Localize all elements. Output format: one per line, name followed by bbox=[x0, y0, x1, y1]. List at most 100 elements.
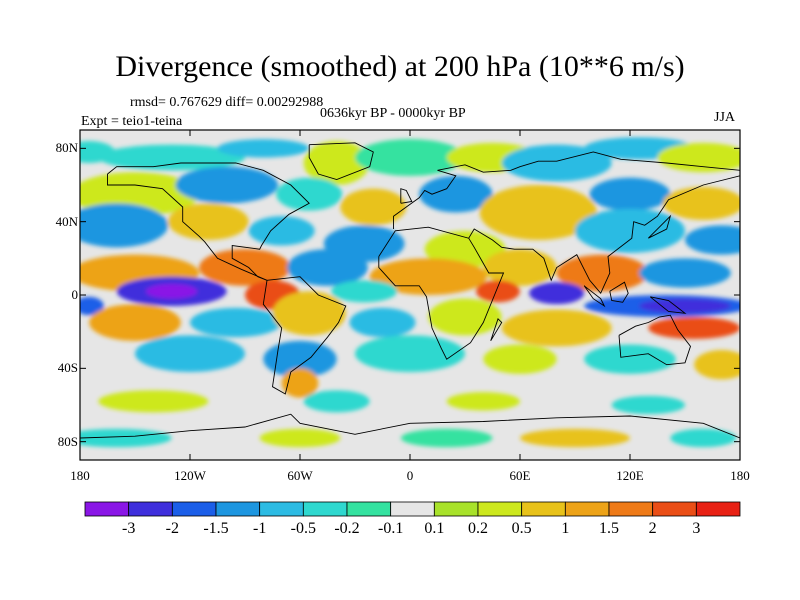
field-contour-13 bbox=[419, 175, 493, 213]
field-contour-10 bbox=[175, 166, 278, 204]
coastline-greenland bbox=[308, 142, 374, 180]
colorbar-level-label: 0.2 bbox=[468, 520, 488, 537]
x-tick-label: 60W bbox=[287, 468, 313, 483]
coastline-south-america bbox=[262, 276, 347, 395]
field-contour-29 bbox=[556, 254, 649, 292]
coastline-africa bbox=[378, 226, 505, 360]
x-tick-label: 120E bbox=[616, 468, 644, 483]
field-contour-58 bbox=[80, 428, 172, 448]
colorbar-level-label: -0.5 bbox=[290, 520, 316, 537]
field-contour-25 bbox=[199, 249, 291, 286]
field-contour-11 bbox=[276, 177, 343, 211]
colorbar-swatch bbox=[84, 501, 130, 517]
colorbar-swatch bbox=[171, 501, 217, 517]
colorbar-swatch bbox=[695, 501, 741, 517]
field-contour-38 bbox=[639, 298, 731, 314]
colorbar-level-label: -0.2 bbox=[334, 520, 360, 537]
coastline-antarctica bbox=[80, 413, 740, 439]
field-contour-47 bbox=[135, 335, 245, 372]
period-label: 0636kyr BP - 0000kyr BP bbox=[320, 106, 466, 121]
coastline-borneo bbox=[609, 281, 629, 303]
field-contour-62 bbox=[670, 428, 737, 448]
field-contour-34 bbox=[331, 280, 398, 303]
coastline-japan bbox=[647, 214, 672, 239]
field-contour-36 bbox=[529, 282, 585, 305]
colorbar-level-label: 2 bbox=[648, 520, 657, 537]
field-contour-59 bbox=[259, 428, 341, 448]
y-tick-label: 80S bbox=[57, 433, 78, 449]
field-contour-8 bbox=[657, 142, 740, 173]
field-contour-4 bbox=[355, 139, 465, 176]
field-contour-28 bbox=[483, 249, 557, 286]
colorbar-swatch bbox=[128, 501, 173, 517]
field-contour-15 bbox=[589, 177, 671, 211]
field-contour-56 bbox=[446, 392, 520, 411]
field-contour-35 bbox=[476, 280, 520, 303]
field-contour-16 bbox=[663, 186, 740, 220]
season-label: JJA bbox=[714, 110, 736, 125]
field-contour-49 bbox=[355, 335, 465, 372]
field-contour-46 bbox=[648, 317, 740, 339]
field-contour-60 bbox=[400, 428, 493, 448]
x-tick-label: 60E bbox=[509, 468, 531, 483]
y-tick-label: 40N bbox=[55, 213, 78, 229]
colorbar-swatch bbox=[259, 501, 304, 517]
field-contour-14 bbox=[479, 185, 597, 240]
colorbar-swatch bbox=[477, 501, 523, 517]
field-contour-19 bbox=[248, 216, 315, 246]
colorbar-level-label: 1 bbox=[561, 520, 570, 537]
coastline-australia bbox=[618, 314, 692, 366]
field-contour-2 bbox=[217, 139, 310, 158]
y-tick-label: 40S bbox=[57, 360, 78, 376]
field-contour-44 bbox=[428, 298, 502, 336]
field-contour-57 bbox=[611, 395, 685, 415]
stats-line: rmsd= 0.767629 diff= 0.00292988 bbox=[130, 95, 324, 110]
field-contour-45 bbox=[501, 309, 612, 347]
colorbar-swatch bbox=[346, 501, 392, 517]
coastline-sumatra bbox=[583, 285, 606, 308]
field-contour-51 bbox=[584, 344, 676, 374]
field-contour-43 bbox=[349, 307, 416, 338]
field-contour-52 bbox=[694, 350, 740, 380]
colorbar-swatch bbox=[608, 501, 654, 517]
field-contour-18 bbox=[168, 203, 249, 241]
colorbar-level-label: -0.1 bbox=[377, 520, 404, 537]
field-contour-48 bbox=[263, 340, 337, 378]
coastline-madagascar bbox=[490, 317, 503, 342]
colorbar-level-label: -3 bbox=[121, 520, 136, 537]
colorbar-swatch bbox=[390, 501, 435, 517]
coastline-new-guinea bbox=[649, 296, 687, 314]
colorbar-swatch bbox=[521, 501, 566, 517]
field-contour-39 bbox=[80, 296, 104, 316]
colorbar-level-label: 3 bbox=[692, 520, 701, 537]
colorbar-swatch bbox=[564, 501, 610, 517]
field-contour-54 bbox=[98, 390, 209, 413]
x-tick-label: 0 bbox=[406, 468, 414, 483]
field-contour-42 bbox=[272, 291, 346, 336]
colorbar-swatch bbox=[215, 501, 261, 517]
colorbar-level-label: -1 bbox=[252, 520, 267, 537]
field-contour-40 bbox=[89, 304, 181, 341]
coastline-north-america bbox=[107, 162, 310, 281]
field-contour-1 bbox=[98, 144, 245, 171]
colorbar-level-label: 0.1 bbox=[424, 520, 445, 537]
coastline-europe bbox=[393, 151, 740, 229]
x-tick-label: 120W bbox=[174, 468, 206, 483]
field-contour-30 bbox=[639, 258, 731, 288]
colorbar-level-label: 0.5 bbox=[511, 520, 532, 537]
field-contour-3 bbox=[303, 141, 370, 185]
field-contour-22 bbox=[575, 208, 685, 253]
coastline-asia-south bbox=[468, 175, 740, 295]
field-contour-61 bbox=[520, 428, 630, 448]
field-contour-17 bbox=[80, 203, 168, 248]
field-contour-23 bbox=[685, 225, 740, 255]
coastline-uk bbox=[400, 188, 413, 204]
field-contour-55 bbox=[303, 390, 370, 413]
colorbar-swatch bbox=[652, 501, 697, 517]
colorbar-swatch bbox=[433, 501, 479, 517]
x-tick-label: 180 bbox=[730, 468, 750, 483]
x-tick-label: 180 bbox=[70, 468, 90, 483]
field-contour-32 bbox=[146, 284, 198, 299]
colorbar-level-label: -1.5 bbox=[203, 520, 229, 537]
